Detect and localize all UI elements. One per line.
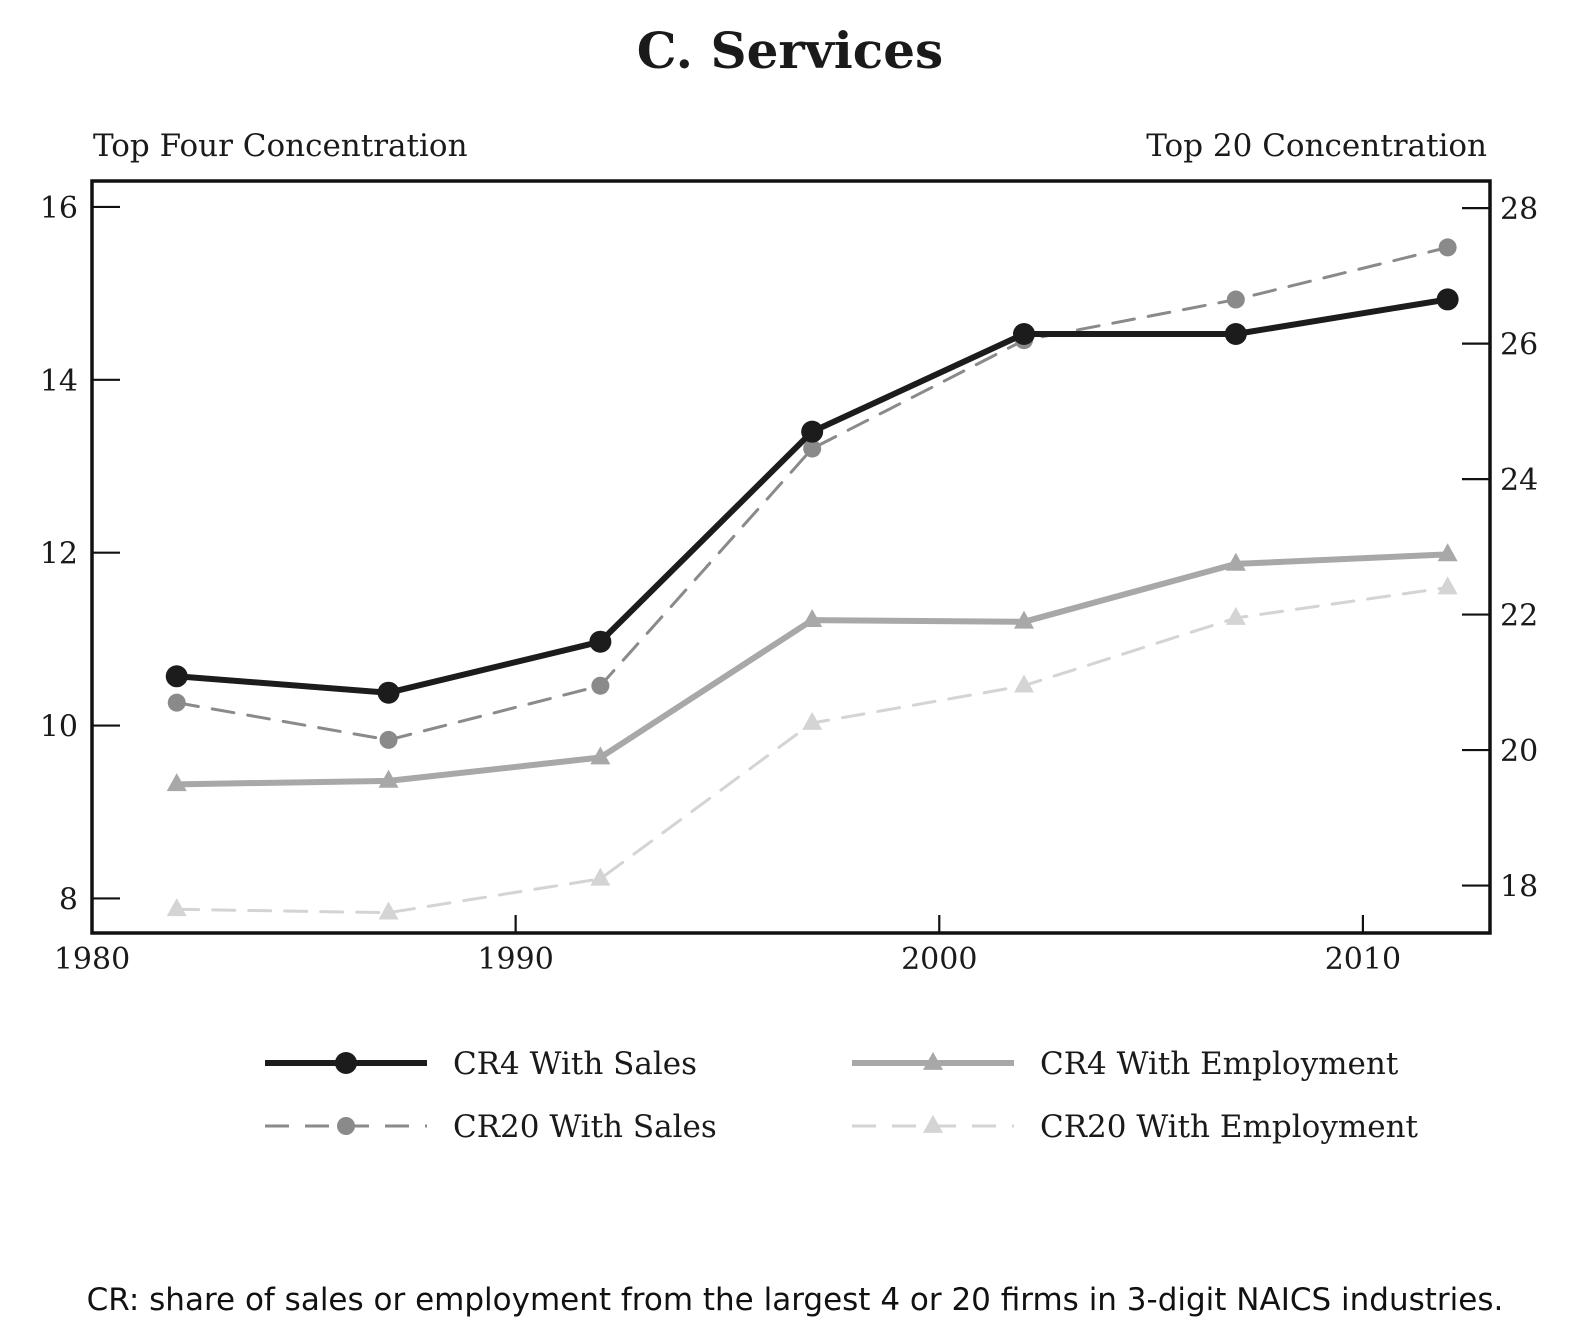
data-point-cr20-with-employment <box>802 711 823 730</box>
data-point-cr4-with-sales <box>1013 322 1035 345</box>
series-line-cr4-with-sales <box>173 296 1451 696</box>
data-point-cr20-with-sales <box>591 676 610 695</box>
data-point-cr20-with-sales <box>803 439 822 458</box>
caption: CR: share of sales or employment from th… <box>86 1282 1504 1318</box>
legend-label-cr20-with-employment: CR20 With Employment <box>1040 1109 1419 1145</box>
right-tick-label: 28 <box>1500 192 1538 227</box>
legend-marker-cr20-with-employment <box>923 1114 943 1133</box>
legend-marker-cr4-with-sales <box>335 1052 357 1074</box>
x-tick-label: 2000 <box>901 942 977 977</box>
right-axis-label: Top 20 Concentration <box>1146 128 1487 164</box>
right-tick-label: 18 <box>1500 870 1538 905</box>
left-axis: 8 10 12 14 16 <box>40 191 120 917</box>
data-point-cr4-with-sales <box>801 420 824 443</box>
series-line-cr20-with-employment <box>175 585 1450 915</box>
data-point-cr20-with-employment <box>1225 606 1246 625</box>
legend-label-cr20-with-sales: CR20 With Sales <box>453 1109 717 1145</box>
x-tick-label: 2010 <box>1325 942 1401 977</box>
legend: CR4 With Sales CR20 With Sales CR4 With Em… <box>265 1046 1419 1145</box>
plot-frame <box>90 179 1492 935</box>
chart-title: C. Services <box>637 21 943 80</box>
data-point-cr20-with-employment <box>590 867 611 886</box>
legend-item-cr4-with-sales: CR4 With Sales <box>265 1046 697 1082</box>
data-point-cr20-with-employment <box>378 901 399 920</box>
data-point-cr20-with-sales <box>379 730 398 749</box>
chart-svg: C. Services Top Four Concentration Top 2… <box>40 21 1538 1145</box>
x-tick-label: 1990 <box>477 942 553 977</box>
right-tick-label: 20 <box>1500 734 1538 769</box>
series-cr20-with-sales <box>167 238 1457 749</box>
data-point-cr4-with-employment <box>1225 552 1246 571</box>
right-axis: 18 20 22 24 26 28 <box>1462 192 1538 905</box>
left-tick-label: 16 <box>40 191 78 226</box>
series-line-cr20-with-sales <box>175 245 1450 742</box>
data-point-cr20-with-sales <box>1438 238 1457 257</box>
legend-item-cr20-with-sales: CR20 With Sales <box>265 1109 717 1145</box>
legend-item-cr20-with-employment: CR20 With Employment <box>852 1109 1419 1145</box>
data-point-cr4-with-sales <box>589 630 612 653</box>
data-point-cr4-with-sales <box>165 665 188 688</box>
x-axis: 1980 1990 2000 2010 <box>54 915 1401 977</box>
series-cr4-with-employment <box>166 543 1458 792</box>
data-point-cr20-with-sales <box>167 693 186 712</box>
data-point-cr4-with-sales <box>1224 322 1247 345</box>
right-tick-label: 26 <box>1500 328 1538 363</box>
data-point-cr4-with-sales <box>1436 288 1459 311</box>
data-point-cr20-with-employment <box>166 898 187 917</box>
data-point-cr4-with-sales <box>377 681 400 704</box>
right-tick-label: 24 <box>1500 463 1538 498</box>
data-point-cr4-with-employment <box>1437 543 1458 562</box>
right-tick-label: 22 <box>1500 599 1538 634</box>
series-line-cr4-with-employment <box>173 551 1451 788</box>
data-point-cr4-with-employment <box>802 608 823 627</box>
data-point-cr20-with-employment <box>1437 576 1458 595</box>
data-point-cr4-with-employment <box>378 769 399 788</box>
left-tick-label: 8 <box>59 882 78 917</box>
data-point-cr20-with-sales <box>1226 290 1245 309</box>
x-tick-label: 1980 <box>54 942 130 977</box>
legend-item-cr4-with-employment: CR4 With Employment <box>852 1046 1399 1082</box>
series-cr20-with-employment <box>166 576 1458 920</box>
left-axis-label: Top Four Concentration <box>93 128 468 164</box>
left-tick-label: 12 <box>40 537 78 572</box>
data-point-cr4-with-employment <box>590 746 611 765</box>
series-layer <box>165 238 1459 920</box>
data-point-cr4-with-employment <box>166 773 187 792</box>
data-point-cr20-with-employment <box>1014 674 1034 693</box>
legend-marker-cr20-with-sales <box>337 1117 355 1135</box>
legend-label-cr4-with-employment: CR4 With Employment <box>1040 1046 1399 1082</box>
left-tick-label: 10 <box>40 710 78 745</box>
legend-label-cr4-with-sales: CR4 With Sales <box>453 1046 697 1082</box>
legend-marker-cr4-with-employment <box>923 1051 943 1070</box>
left-tick-label: 14 <box>40 364 78 399</box>
series-cr4-with-sales <box>165 288 1459 704</box>
data-point-cr4-with-employment <box>1014 610 1034 629</box>
